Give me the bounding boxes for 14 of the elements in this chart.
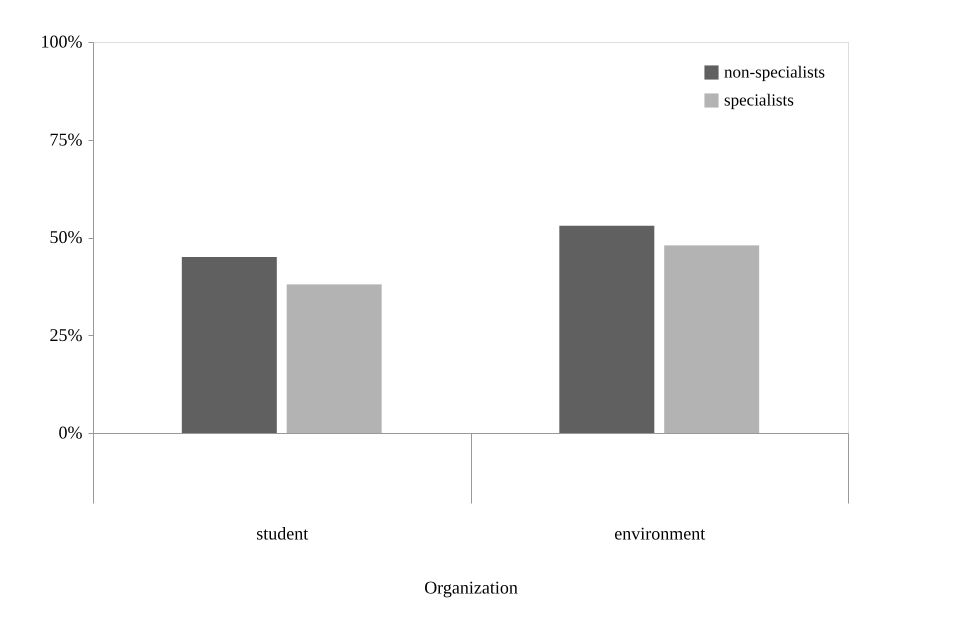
y-tick-label: 25% bbox=[50, 324, 82, 345]
bar bbox=[286, 284, 382, 433]
x-tick-label: student bbox=[256, 524, 308, 544]
legend-label: specialists bbox=[724, 90, 794, 110]
x-axis-title: Organization bbox=[424, 578, 518, 598]
y-tick-label: 50% bbox=[50, 227, 82, 247]
bar bbox=[559, 226, 654, 433]
y-tick-label: 0% bbox=[58, 422, 82, 442]
y-tick-label: 75% bbox=[50, 129, 82, 150]
y-tick-label: 100% bbox=[40, 32, 82, 52]
bar bbox=[182, 257, 277, 433]
legend-label: non-specialists bbox=[724, 62, 826, 82]
x-tick-label: environment bbox=[614, 524, 706, 544]
bar bbox=[664, 245, 760, 433]
